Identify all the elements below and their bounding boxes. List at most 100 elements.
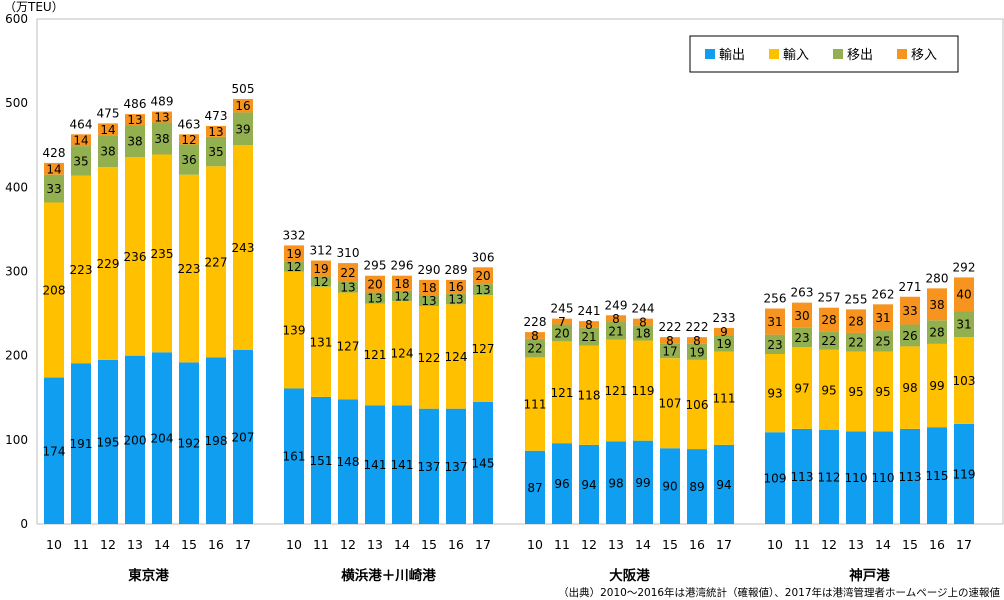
segment-value-label: 12: [394, 289, 409, 303]
bar-segment: [365, 405, 385, 524]
bar-segment: [900, 296, 920, 325]
bar-segment: [765, 353, 785, 433]
port-group: 174 208 33 14 428 191 223 35 14 464 195 229 38 14 475 2…: [43, 82, 254, 524]
bar-segment: [714, 444, 734, 524]
bar-segment: [900, 346, 920, 429]
x-tick-label: 14: [154, 537, 170, 552]
segment-value-label: 21: [581, 330, 596, 344]
bar-segment: [71, 146, 91, 176]
bar-segment: [419, 295, 439, 307]
segment-value-label: 97: [794, 382, 809, 396]
segment-value-label: 161: [283, 450, 306, 464]
bar-segment: [954, 423, 974, 524]
total-value-label: 244: [632, 302, 655, 316]
segment-value-label: 7: [558, 315, 566, 329]
segment-value-label: 8: [639, 316, 647, 330]
bar-segment: [179, 134, 199, 145]
total-value-label: 292: [953, 260, 976, 274]
segment-value-label: 18: [635, 326, 650, 340]
bar-segment: [954, 311, 974, 338]
bar-segment: [311, 260, 331, 277]
total-value-label: 222: [659, 320, 682, 334]
total-value-label: 312: [310, 244, 333, 258]
x-tick-label: 13: [848, 537, 864, 552]
bar-segment: [525, 338, 545, 358]
bar-segment: [152, 154, 172, 353]
x-tick-label: 10: [767, 537, 783, 552]
bar-segment: [714, 351, 734, 445]
bar-segment: [525, 357, 545, 451]
bar-segment: [71, 175, 91, 364]
segment-value-label: 40: [956, 288, 971, 302]
bar-segment: [392, 300, 412, 406]
segment-value-label: 124: [391, 347, 414, 361]
total-value-label: 249: [605, 298, 628, 312]
segment-value-label: 151: [310, 454, 333, 468]
segment-value-label: 208: [43, 284, 66, 298]
bar-segment: [552, 324, 572, 342]
bar-segment: [392, 290, 412, 301]
bar-segment: [606, 441, 626, 524]
total-value-label: 295: [364, 259, 387, 273]
bar-segment: [660, 337, 680, 344]
bar-segment: [927, 427, 947, 524]
segment-value-label: 33: [46, 182, 61, 196]
unit-label: （万TEU）: [4, 0, 64, 14]
port-group: 8711122822896121207245941182182419812121…: [524, 298, 735, 524]
port-group: 109 93 23 31 256 113 97 23 30 263 112 95 22 28 257 110 9…: [764, 260, 976, 524]
segment-value-label: 12: [286, 260, 301, 274]
bar-segment: [179, 174, 199, 363]
y-tick-label: 300: [5, 265, 28, 279]
bar-segment: [579, 321, 599, 328]
y-tick-label: 400: [5, 180, 28, 194]
bar-segment: [687, 359, 707, 450]
segment-value-label: 137: [445, 460, 468, 474]
segment-value-label: 8: [585, 318, 593, 332]
segment-value-label: 227: [205, 255, 228, 269]
bar-segment: [71, 134, 91, 147]
segment-value-label: 229: [97, 257, 120, 271]
y-tick-label: 200: [5, 349, 28, 363]
bar-segment: [633, 325, 653, 341]
segment-value-label: 22: [821, 334, 836, 348]
bar-segment: [419, 279, 439, 296]
x-tick-label: 17: [716, 537, 732, 552]
segment-value-label: 22: [848, 336, 863, 350]
total-value-label: 271: [899, 280, 922, 294]
legend-swatch: [897, 49, 907, 59]
segment-value-label: 26: [902, 329, 917, 343]
bar-segment: [338, 399, 358, 524]
bar-segment: [819, 307, 839, 332]
bar-segment: [900, 324, 920, 347]
x-tick-label: 12: [100, 537, 116, 552]
bars: 1742083314428191223351446419522938144752…: [43, 82, 976, 524]
bar-segment: [792, 302, 812, 328]
y-tick-label: 500: [5, 96, 28, 110]
segment-value-label: 110: [845, 471, 868, 485]
bar-segment: [44, 162, 64, 175]
bar-segment: [687, 343, 707, 360]
bar-segment: [365, 303, 385, 406]
bar-segment: [233, 145, 253, 350]
segment-value-label: 8: [531, 329, 539, 343]
x-tick-label: 14: [875, 537, 891, 552]
segment-value-label: 96: [554, 477, 569, 491]
x-axis: 10 11 12 13 14 15 16 17 東京港 10 11 12 13 14 15 16 17 横浜港＋川…: [46, 537, 972, 584]
segment-value-label: 95: [875, 385, 890, 399]
segment-value-label: 13: [154, 111, 169, 125]
segment-value-label: 139: [283, 323, 306, 337]
bar-segment: [233, 98, 253, 113]
bar-segment: [819, 349, 839, 430]
segment-value-label: 23: [794, 331, 809, 345]
segment-value-label: 17: [662, 345, 677, 359]
segment-value-label: 14: [46, 162, 61, 176]
segment-value-label: 12: [181, 133, 196, 147]
bar-segment: [44, 174, 64, 203]
bar-segment: [792, 428, 812, 524]
bar-segment: [125, 355, 145, 524]
bar-segment: [179, 144, 199, 175]
bar-segment: [927, 343, 947, 428]
segment-value-label: 18: [421, 281, 436, 295]
segment-value-label: 200: [124, 433, 147, 447]
segment-value-label: 148: [337, 455, 360, 469]
